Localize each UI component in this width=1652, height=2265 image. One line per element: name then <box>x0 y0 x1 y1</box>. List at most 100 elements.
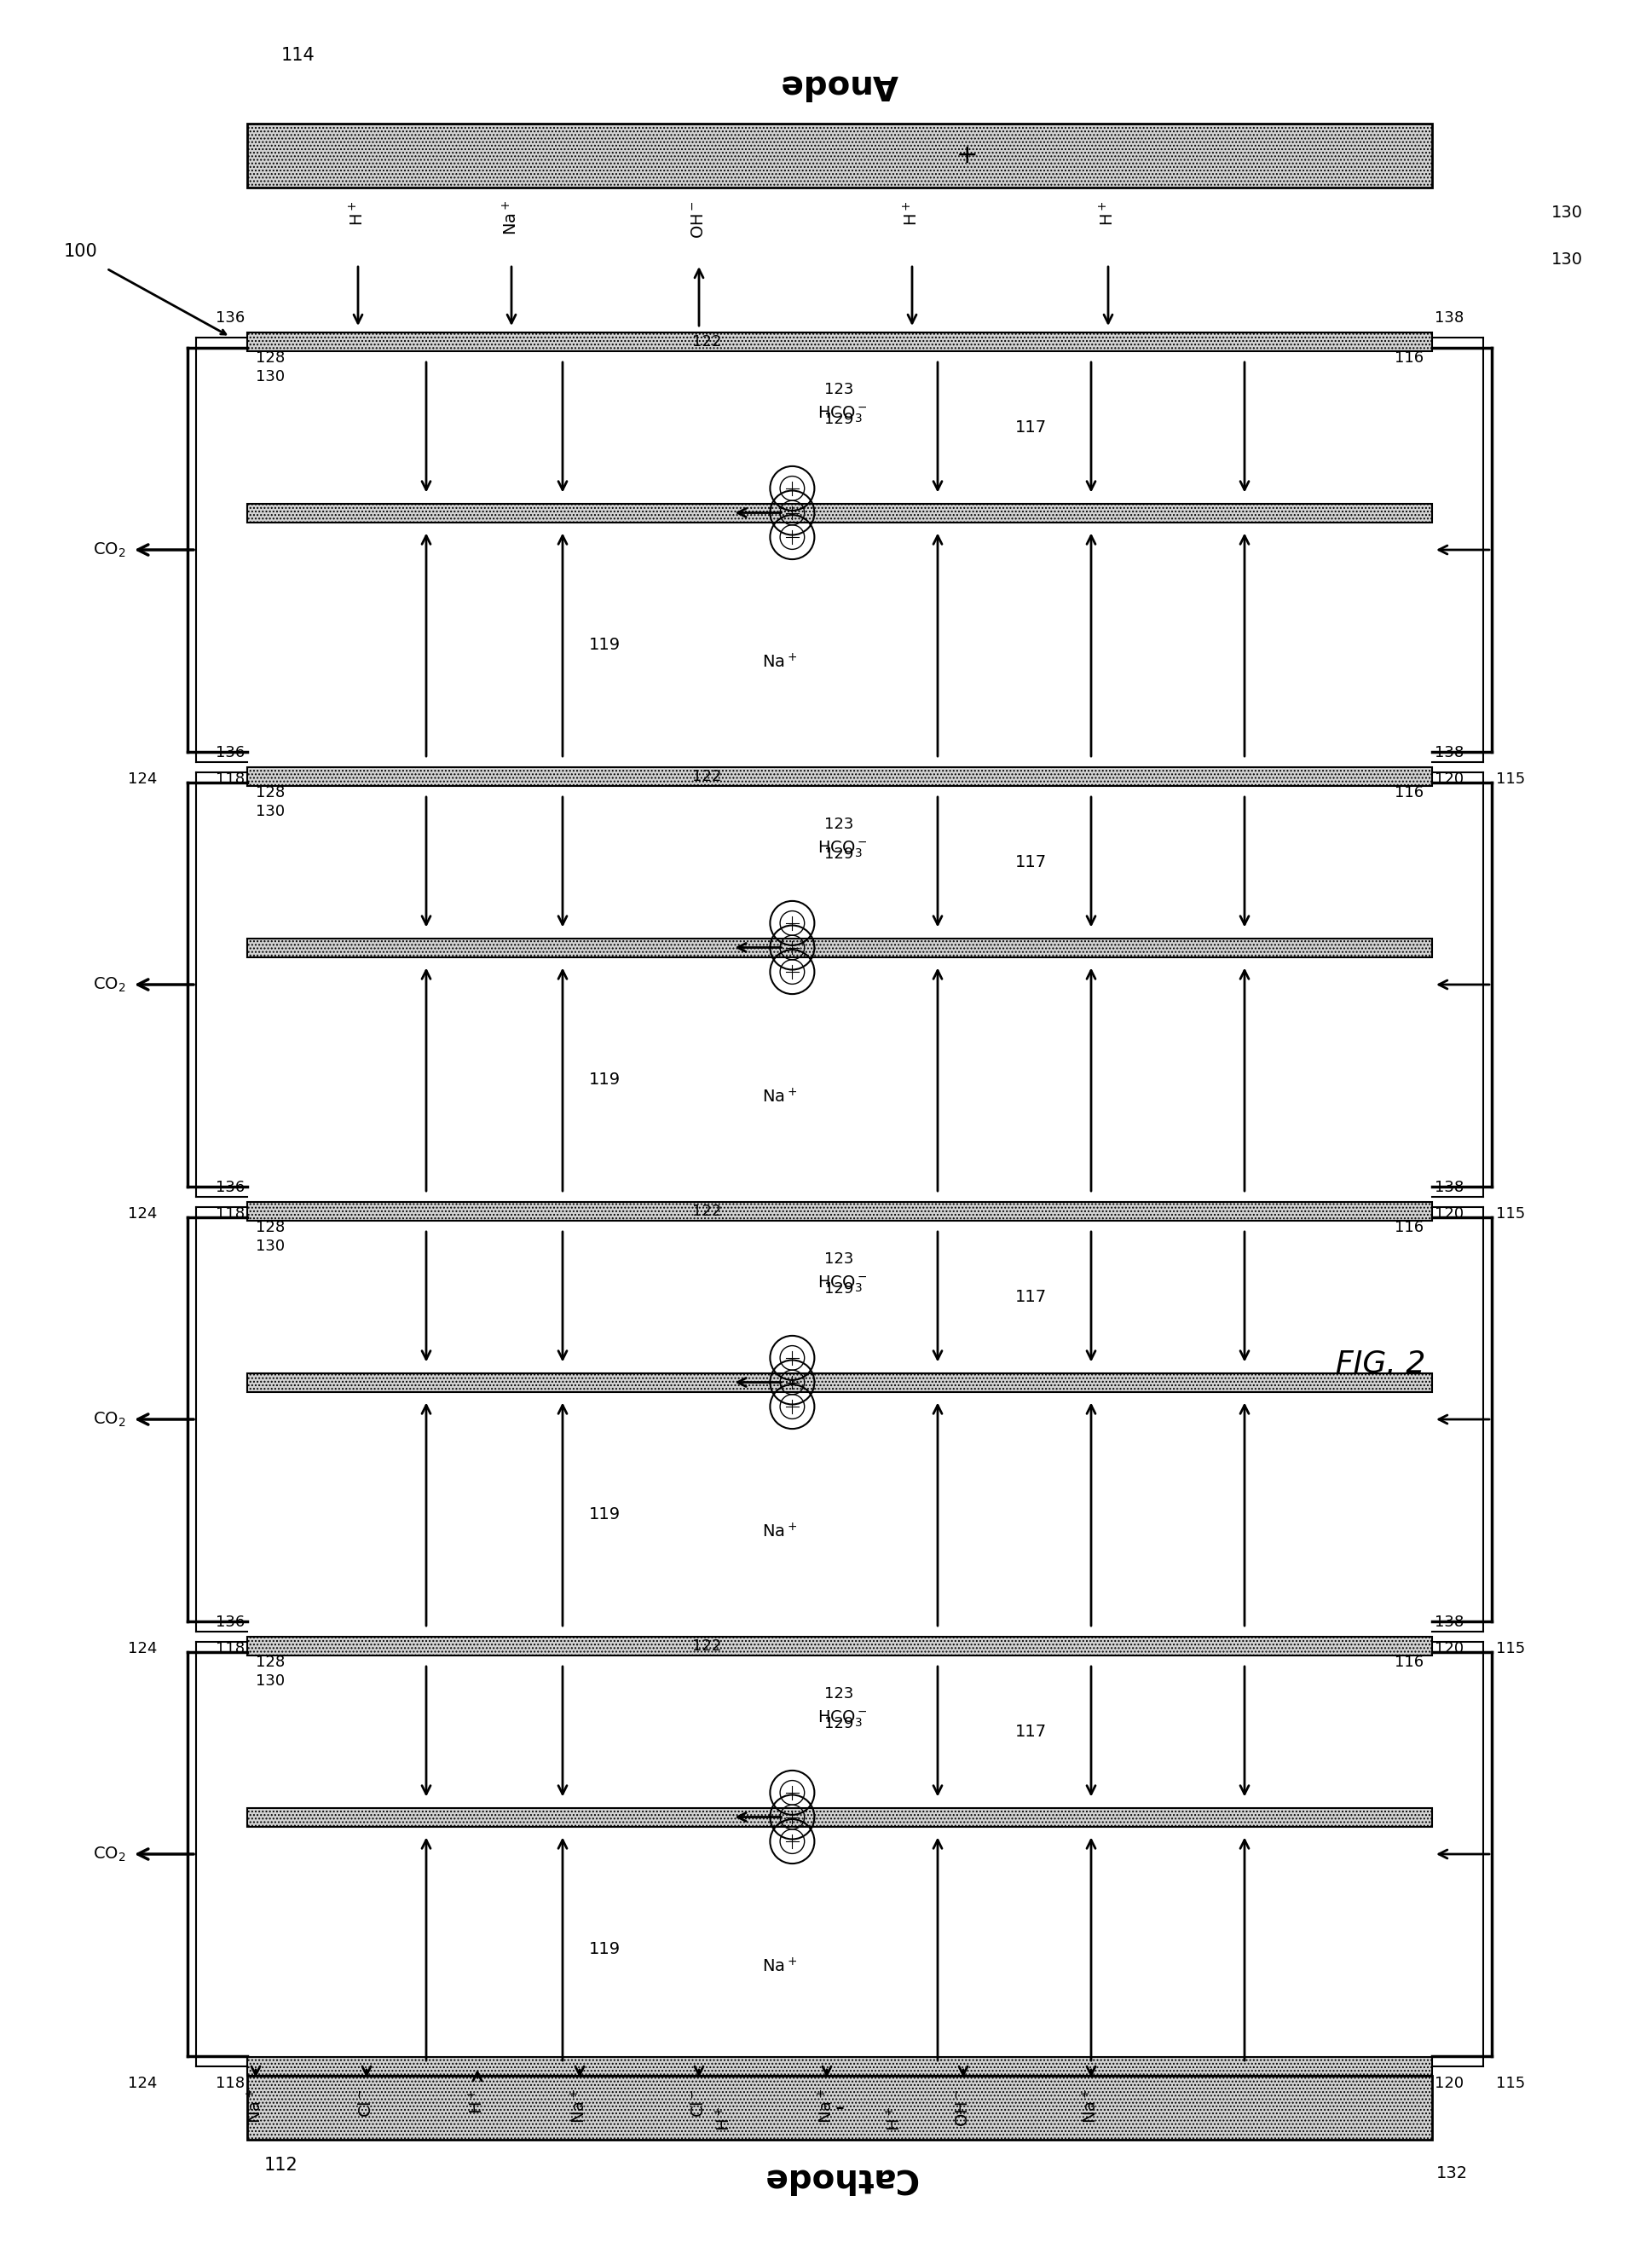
Text: 123: 123 <box>824 1685 854 1701</box>
Text: +: + <box>957 143 978 168</box>
Text: 129: 129 <box>824 1717 854 1733</box>
Text: CO$_2$: CO$_2$ <box>93 976 126 994</box>
Text: 128: 128 <box>256 1656 284 1669</box>
Text: 117: 117 <box>1014 1289 1047 1305</box>
Text: 122: 122 <box>692 768 722 784</box>
Text: FIG. 2: FIG. 2 <box>1336 1350 1426 1379</box>
Text: HCO$_3^-$: HCO$_3^-$ <box>818 840 867 858</box>
Text: H$^+$: H$^+$ <box>904 199 922 226</box>
Text: Na$^+$: Na$^+$ <box>762 652 798 670</box>
Bar <box>248 1638 1432 1656</box>
Text: 130: 130 <box>256 804 284 820</box>
Text: 128: 128 <box>256 1221 284 1234</box>
Bar <box>248 503 1432 523</box>
Text: Cathode: Cathode <box>762 2161 917 2195</box>
Text: 136: 136 <box>215 310 244 326</box>
Text: Na$^+$: Na$^+$ <box>246 2088 264 2125</box>
Bar <box>248 938 1432 956</box>
Text: Na$^+$: Na$^+$ <box>762 1087 798 1105</box>
Text: CO$_2$: CO$_2$ <box>93 1411 126 1429</box>
Text: 118: 118 <box>215 1207 244 1221</box>
Text: 124: 124 <box>127 1642 157 1656</box>
Text: Na$^+$: Na$^+$ <box>818 2088 836 2125</box>
Text: 128: 128 <box>256 786 284 800</box>
Text: 122: 122 <box>692 335 722 349</box>
Text: H$^+$: H$^+$ <box>885 2106 904 2131</box>
Text: 115: 115 <box>1497 772 1525 786</box>
Text: 100: 100 <box>64 242 97 260</box>
Text: 115: 115 <box>1497 1207 1525 1221</box>
Text: OH$^-$: OH$^-$ <box>955 2088 971 2127</box>
Text: H$^+$: H$^+$ <box>1099 199 1117 226</box>
Bar <box>248 1373 1432 1391</box>
Text: 122: 122 <box>692 1638 722 1653</box>
Text: 130: 130 <box>256 369 284 385</box>
Text: Na$^+$: Na$^+$ <box>1082 2088 1100 2125</box>
Text: 117: 117 <box>1014 1724 1047 1740</box>
Bar <box>248 125 1432 188</box>
Text: Cl$^-$: Cl$^-$ <box>358 2088 375 2118</box>
Text: 129: 129 <box>824 847 854 863</box>
Text: Cl$^-$: Cl$^-$ <box>691 2088 707 2118</box>
Text: 120: 120 <box>1434 1642 1464 1656</box>
Text: 136: 136 <box>215 1180 244 1196</box>
Text: 138: 138 <box>1434 745 1464 761</box>
Text: 118: 118 <box>215 2075 244 2091</box>
Bar <box>248 768 1432 786</box>
Text: 115: 115 <box>1497 1642 1525 1656</box>
Text: 116: 116 <box>1394 786 1424 800</box>
Bar <box>248 2075 1432 2140</box>
Text: 117: 117 <box>1014 854 1047 870</box>
Text: 116: 116 <box>1394 1221 1424 1234</box>
Text: 112: 112 <box>264 2156 297 2174</box>
Text: Anode: Anode <box>780 68 899 102</box>
Text: H$^+$: H$^+$ <box>468 2088 486 2113</box>
Text: 120: 120 <box>1434 772 1464 786</box>
Text: 129: 129 <box>824 1282 854 1298</box>
Text: Na$^+$: Na$^+$ <box>502 199 520 236</box>
Text: 124: 124 <box>127 1207 157 1221</box>
Text: 116: 116 <box>1394 351 1424 365</box>
Bar <box>248 333 1432 351</box>
Text: 136: 136 <box>215 1615 244 1631</box>
Text: 132: 132 <box>1436 2165 1469 2181</box>
Text: 120: 120 <box>1434 2075 1464 2091</box>
Text: CO$_2$: CO$_2$ <box>93 541 126 559</box>
Text: CO$_2$: CO$_2$ <box>93 1846 126 1864</box>
Text: 122: 122 <box>692 1203 722 1219</box>
Bar <box>248 1807 1432 1826</box>
Text: 123: 123 <box>824 815 854 831</box>
Text: 136: 136 <box>215 745 244 761</box>
Text: 123: 123 <box>824 1250 854 1266</box>
Text: 114: 114 <box>281 48 316 63</box>
Text: 130: 130 <box>256 1674 284 1690</box>
Text: Na$^+$: Na$^+$ <box>570 2088 588 2125</box>
Text: Na$^+$: Na$^+$ <box>762 1957 798 1975</box>
Text: OH$^-$: OH$^-$ <box>691 199 707 238</box>
Text: 118: 118 <box>215 1642 244 1656</box>
Text: HCO$_3^-$: HCO$_3^-$ <box>818 1708 867 1728</box>
Text: 130: 130 <box>256 1239 284 1255</box>
Text: 138: 138 <box>1434 1615 1464 1631</box>
Bar <box>248 1203 1432 1221</box>
Text: 120: 120 <box>1434 1207 1464 1221</box>
Text: 129: 129 <box>824 412 854 428</box>
Text: 130: 130 <box>1551 251 1583 267</box>
Text: 124: 124 <box>127 772 157 786</box>
Text: 116: 116 <box>1394 1656 1424 1669</box>
Text: 123: 123 <box>824 381 854 396</box>
Text: 119: 119 <box>588 1506 621 1522</box>
Text: 119: 119 <box>588 636 621 652</box>
Text: HCO$_3^-$: HCO$_3^-$ <box>818 1273 867 1293</box>
Text: 119: 119 <box>588 1071 621 1087</box>
Text: 124: 124 <box>127 2075 157 2091</box>
Text: H$^+$: H$^+$ <box>715 2106 733 2131</box>
Text: H$^+$: H$^+$ <box>349 199 367 226</box>
Text: 130: 130 <box>1551 204 1583 220</box>
Bar <box>248 2057 1432 2075</box>
Text: 115: 115 <box>1497 2075 1525 2091</box>
Text: 119: 119 <box>588 1941 621 1957</box>
Text: 118: 118 <box>215 772 244 786</box>
Text: -: - <box>834 2095 844 2120</box>
Text: 138: 138 <box>1434 310 1464 326</box>
